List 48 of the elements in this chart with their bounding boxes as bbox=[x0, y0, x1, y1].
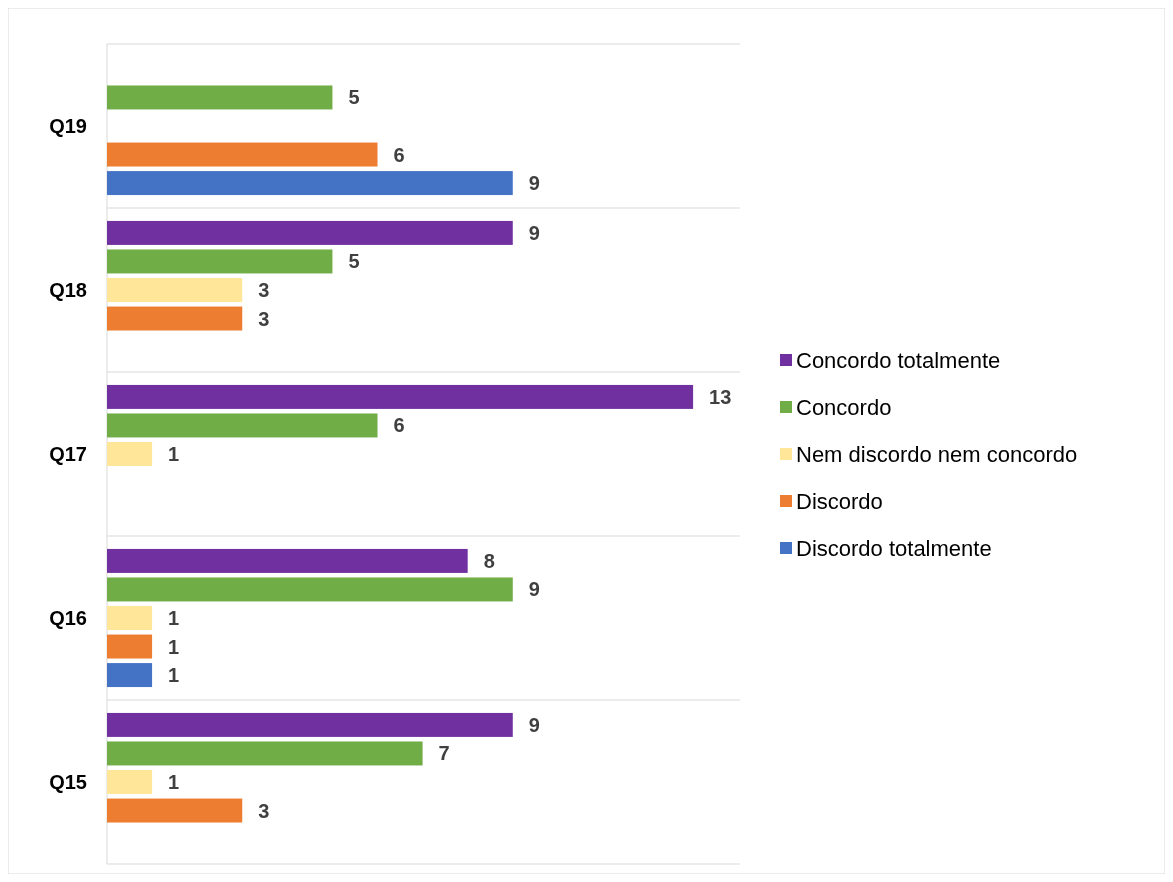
data-label: 3 bbox=[258, 799, 270, 822]
data-label: 1 bbox=[168, 443, 180, 465]
bar bbox=[107, 220, 513, 245]
bar bbox=[107, 548, 468, 573]
data-label: 9 bbox=[528, 713, 540, 736]
legend-label: Discordo totalmente bbox=[796, 535, 992, 561]
data-label: 7 bbox=[438, 742, 450, 765]
bar bbox=[107, 249, 333, 274]
y-tick-label: Q19 bbox=[49, 115, 87, 137]
bar bbox=[107, 85, 333, 110]
bar bbox=[107, 634, 153, 659]
data-label: 9 bbox=[528, 221, 540, 244]
data-label: 13 bbox=[709, 385, 732, 408]
bar bbox=[107, 413, 378, 438]
data-label: 5 bbox=[348, 86, 360, 109]
bar bbox=[107, 278, 243, 302]
data-label: 1 bbox=[168, 664, 180, 687]
bar bbox=[107, 442, 153, 466]
bar bbox=[107, 606, 153, 630]
data-label: 1 bbox=[168, 607, 180, 629]
bar bbox=[107, 798, 243, 823]
bar bbox=[107, 770, 153, 794]
bar bbox=[107, 171, 513, 196]
bar bbox=[107, 306, 243, 331]
bar bbox=[107, 142, 378, 167]
data-label: 3 bbox=[258, 279, 270, 301]
y-tick-label: Q15 bbox=[49, 771, 87, 793]
bar bbox=[107, 712, 513, 737]
y-tick-label: Q16 bbox=[49, 607, 87, 629]
data-label: 6 bbox=[393, 143, 405, 166]
data-label: 3 bbox=[258, 307, 270, 330]
bar bbox=[107, 741, 423, 766]
legend-label: Nem discordo nem concordo bbox=[796, 441, 1078, 467]
bar bbox=[107, 577, 513, 602]
legend-label: Concordo bbox=[796, 394, 892, 420]
data-label: 6 bbox=[393, 414, 405, 437]
data-label: 1 bbox=[168, 635, 180, 658]
data-label: 1 bbox=[168, 771, 180, 793]
data-label: 8 bbox=[483, 549, 495, 572]
data-label: 5 bbox=[348, 250, 360, 273]
legend-label: Discordo bbox=[796, 488, 883, 514]
bar bbox=[107, 663, 153, 688]
legend-label: Concordo totalmente bbox=[796, 347, 1001, 373]
data-label: 9 bbox=[528, 578, 540, 601]
y-tick-label: Q18 bbox=[49, 279, 87, 301]
data-label: 9 bbox=[528, 172, 540, 195]
bar bbox=[107, 384, 694, 409]
y-tick-label: Q17 bbox=[49, 443, 87, 465]
